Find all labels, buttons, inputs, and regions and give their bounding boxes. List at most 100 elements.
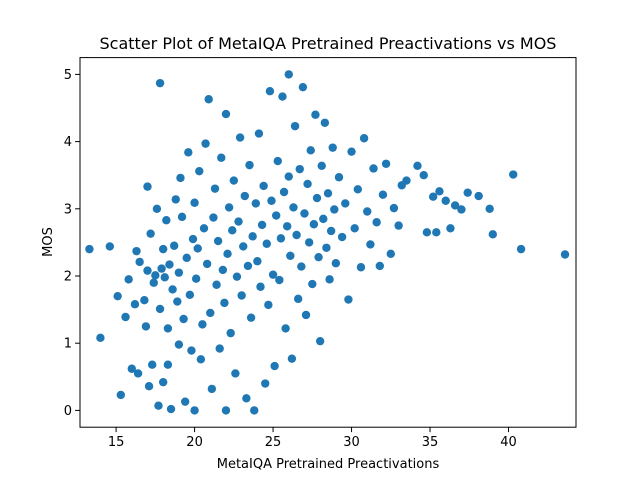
data-point xyxy=(287,354,297,363)
chart-title: Scatter Plot of MetaIQA Pretrained Preac… xyxy=(100,34,557,53)
data-point xyxy=(85,244,94,254)
data-point xyxy=(207,384,217,394)
data-point xyxy=(226,328,235,338)
data-point xyxy=(146,229,155,238)
data-point xyxy=(223,249,232,259)
data-point xyxy=(148,360,157,369)
data-point xyxy=(375,261,384,271)
y-tick-label: 0 xyxy=(64,404,72,419)
x-axis-label: MetaIQA Pretrained Preactivations xyxy=(217,457,440,472)
data-point xyxy=(224,203,234,212)
data-point xyxy=(282,222,292,231)
data-point xyxy=(173,297,182,306)
data-point xyxy=(474,191,483,201)
data-point xyxy=(165,260,174,269)
data-point xyxy=(419,171,428,180)
data-point xyxy=(337,232,347,242)
data-point xyxy=(311,110,320,119)
data-point xyxy=(463,188,472,197)
data-point xyxy=(331,259,341,268)
data-point xyxy=(221,109,231,119)
data-point xyxy=(237,291,246,300)
data-point xyxy=(154,401,163,410)
data-point xyxy=(369,164,378,173)
data-point xyxy=(488,230,498,239)
data-point xyxy=(229,176,239,185)
x-tick-label: 35 xyxy=(422,435,439,450)
data-point xyxy=(231,369,240,378)
data-point xyxy=(220,298,229,308)
y-tick-label: 4 xyxy=(64,135,72,150)
data-point xyxy=(272,211,281,220)
data-point xyxy=(314,252,323,262)
data-point xyxy=(457,205,466,214)
data-point xyxy=(312,193,322,203)
data-point xyxy=(215,344,224,353)
plot-frame xyxy=(79,57,577,428)
data-point xyxy=(308,279,317,289)
data-point xyxy=(221,406,231,415)
x-tick-label: 15 xyxy=(108,435,125,450)
data-point xyxy=(141,322,151,331)
data-point xyxy=(344,295,353,304)
data-point xyxy=(151,271,160,280)
y-tick-label: 1 xyxy=(64,337,72,352)
data-point xyxy=(242,394,251,403)
data-point xyxy=(290,121,300,131)
y-axis-label: MOS xyxy=(41,227,56,257)
data-point xyxy=(257,220,267,230)
data-point xyxy=(413,161,422,170)
data-point xyxy=(152,204,162,213)
data-point xyxy=(245,160,254,170)
data-point xyxy=(143,182,152,191)
x-tick-label: 30 xyxy=(343,435,360,450)
x-tick-label: 40 xyxy=(500,435,517,450)
data-point xyxy=(267,196,276,205)
data-point xyxy=(304,238,314,247)
data-point xyxy=(509,170,518,179)
data-point xyxy=(184,148,193,157)
data-point xyxy=(366,240,375,249)
data-point xyxy=(485,204,494,213)
data-point xyxy=(435,187,444,196)
data-point xyxy=(105,242,115,251)
data-point xyxy=(218,265,228,275)
data-point xyxy=(240,191,250,201)
data-point xyxy=(317,161,326,170)
data-point xyxy=(251,199,260,208)
data-point xyxy=(259,181,268,191)
data-point xyxy=(144,382,154,391)
data-point xyxy=(140,295,149,305)
data-point xyxy=(298,82,308,92)
data-point xyxy=(273,156,282,166)
data-point xyxy=(297,262,306,271)
data-point xyxy=(160,273,169,282)
data-point xyxy=(560,250,570,259)
data-point xyxy=(292,230,301,240)
data-point xyxy=(166,404,176,414)
data-point xyxy=(179,314,188,324)
data-point xyxy=(276,234,286,243)
x-tick-label: 20 xyxy=(186,435,203,450)
data-point xyxy=(262,239,271,248)
data-point xyxy=(190,406,199,415)
data-point xyxy=(359,134,369,143)
data-point xyxy=(182,253,191,263)
data-point xyxy=(270,361,279,371)
data-point xyxy=(191,274,201,283)
data-point xyxy=(204,95,213,104)
data-point xyxy=(381,159,391,168)
data-point xyxy=(330,205,339,214)
data-point xyxy=(279,187,289,197)
data-point xyxy=(201,139,210,148)
data-point xyxy=(176,173,185,183)
data-point xyxy=(162,216,171,225)
data-point xyxy=(195,166,204,176)
data-point xyxy=(389,203,399,213)
data-point xyxy=(265,87,275,96)
data-point xyxy=(432,228,441,237)
data-point xyxy=(278,92,287,101)
data-point xyxy=(174,268,184,277)
data-point xyxy=(372,218,381,227)
